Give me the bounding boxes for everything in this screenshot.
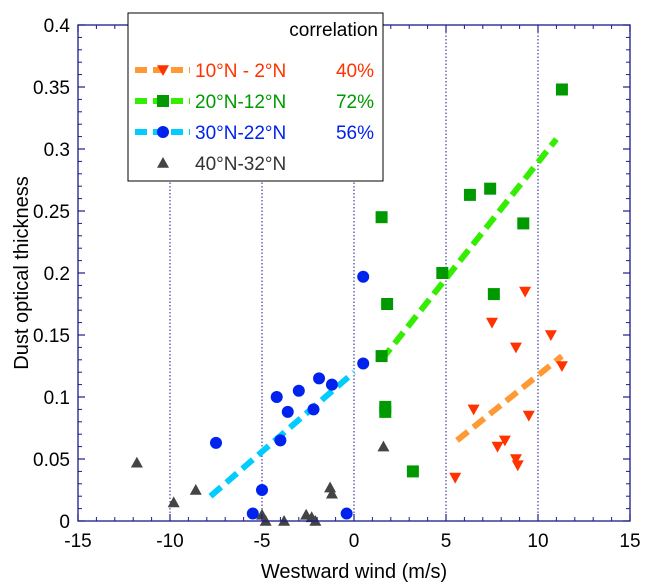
data-point-30-n-22-n bbox=[307, 403, 320, 416]
data-point-10-n-2-n bbox=[544, 330, 557, 341]
data-points bbox=[130, 83, 568, 526]
data-point-20-n-12-n bbox=[463, 188, 476, 201]
data-point-20-n-12-n bbox=[375, 211, 388, 224]
data-point-40-n-32-n bbox=[130, 456, 143, 468]
legend-series-name: 10°N - 2°N bbox=[195, 61, 286, 82]
data-point-20-n-12-n bbox=[375, 350, 388, 363]
x-tick-label: -10 bbox=[156, 531, 183, 552]
legend: correlation 10°N - 2°N 40% 20°N-12°N 72% 30°… bbox=[127, 12, 384, 182]
legend-marker-30-n-22-n bbox=[157, 126, 169, 138]
y-tick-label: 0.4 bbox=[44, 16, 71, 37]
data-point-10-n-2-n bbox=[509, 454, 522, 465]
data-point-10-n-2-n bbox=[555, 361, 568, 372]
data-point-40-n-32-n bbox=[167, 496, 180, 508]
data-point-10-n-2-n bbox=[519, 286, 532, 298]
x-tick-label: 10 bbox=[527, 531, 548, 552]
data-point-30-n-22-n bbox=[246, 507, 259, 520]
data-point-30-n-22-n bbox=[270, 391, 283, 403]
data-point-20-n-12-n bbox=[379, 400, 392, 413]
legend-marker-40-n-32-n bbox=[157, 157, 169, 168]
data-point-30-n-22-n bbox=[292, 384, 305, 397]
x-tick-label: 5 bbox=[441, 531, 452, 552]
data-point-20-n-12-n bbox=[381, 298, 394, 310]
y-tick-label: 0.35 bbox=[33, 78, 70, 99]
data-point-20-n-12-n bbox=[406, 465, 419, 478]
legend-marker-20-n-12-n bbox=[157, 95, 169, 107]
data-point-10-n-2-n bbox=[449, 472, 462, 484]
y-tick-label: 0.15 bbox=[33, 326, 70, 347]
data-point-40-n-32-n bbox=[189, 484, 202, 495]
y-tick-label: 0 bbox=[59, 512, 70, 533]
data-point-10-n-2-n bbox=[498, 435, 511, 447]
legend-correlation: 56% bbox=[336, 123, 374, 144]
data-point-30-n-22-n bbox=[256, 484, 268, 496]
y-tick-label: 0.3 bbox=[44, 140, 70, 161]
legend-entries: 10°N - 2°N 40% 20°N-12°N 72% 30°N-22°N 56% 40°… bbox=[135, 61, 374, 175]
fit-line-20-n-12-n bbox=[379, 137, 559, 362]
legend-title: correlation bbox=[289, 20, 378, 41]
data-point-10-n-2-n bbox=[467, 404, 480, 416]
data-point-30-n-22-n bbox=[274, 434, 287, 447]
x-axis-label: Westward wind (m/s) bbox=[261, 561, 447, 583]
legend-series-name: 30°N-22°N bbox=[195, 123, 286, 144]
data-point-10-n-2-n bbox=[509, 342, 522, 354]
fit-line-10-n-2-n bbox=[455, 353, 564, 443]
data-point-10-n-2-n bbox=[486, 317, 498, 329]
x-tick-label: 15 bbox=[619, 531, 640, 552]
y-tick-label: 0.2 bbox=[44, 264, 70, 285]
legend-marker-10-n-2-n bbox=[157, 65, 169, 76]
data-point-30-n-22-n bbox=[340, 507, 353, 520]
data-point-30-n-22-n bbox=[313, 372, 326, 385]
data-point-10-n-2-n bbox=[491, 441, 504, 453]
data-point-30-n-22-n bbox=[210, 436, 222, 449]
data-point-40-n-32-n bbox=[324, 481, 337, 493]
data-point-30-n-22-n bbox=[325, 378, 338, 391]
y-axis-label: Dust optical thickness bbox=[11, 176, 33, 369]
legend-correlation: 72% bbox=[336, 92, 374, 113]
x-tick-label: -15 bbox=[64, 531, 91, 552]
data-point-20-n-12-n bbox=[436, 267, 449, 279]
y-tick-label: 0.1 bbox=[44, 388, 70, 409]
x-tick-label: -5 bbox=[254, 531, 271, 552]
legend-series-name: 40°N-32°N bbox=[195, 154, 286, 175]
fit-line-30-n-22-n bbox=[208, 369, 356, 499]
data-point-40-n-32-n bbox=[377, 440, 390, 452]
reference-lines bbox=[169, 25, 539, 521]
data-point-30-n-22-n bbox=[357, 270, 370, 283]
y-tick-label: 0.05 bbox=[33, 450, 70, 471]
legend-correlation: 40% bbox=[336, 61, 374, 82]
x-tick-label: 0 bbox=[349, 531, 360, 552]
data-point-30-n-22-n bbox=[357, 357, 370, 370]
data-point-30-n-22-n bbox=[281, 405, 294, 418]
data-point-20-n-12-n bbox=[484, 182, 497, 195]
data-point-10-n-2-n bbox=[511, 460, 524, 472]
data-point-20-n-12-n bbox=[487, 288, 500, 301]
legend-series-name: 20°N-12°N bbox=[195, 92, 286, 113]
data-point-10-n-2-n bbox=[522, 410, 535, 422]
y-tick-label: 0.25 bbox=[33, 202, 70, 223]
tick-labels: -15 -10 -5 0 5 10 15 0 0.05 0.1 0.15 0.2 0.25 0.3 0.35… bbox=[33, 16, 641, 552]
data-point-20-n-12-n bbox=[517, 217, 530, 230]
data-point-20-n-12-n bbox=[555, 83, 568, 96]
legend-box bbox=[127, 12, 384, 182]
data-point-40-n-32-n bbox=[325, 487, 338, 499]
fit-lines bbox=[208, 137, 564, 499]
